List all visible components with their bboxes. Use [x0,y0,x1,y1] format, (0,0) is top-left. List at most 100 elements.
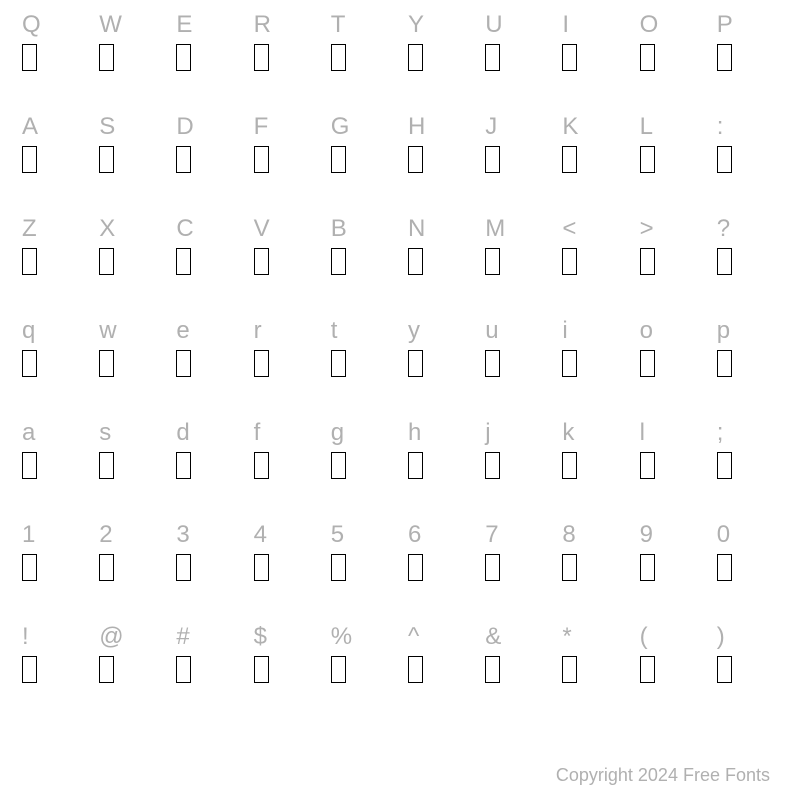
char-label: E [176,8,192,42]
missing-glyph-box [408,44,423,71]
missing-glyph-box [176,656,191,683]
char-label: R [254,8,271,42]
missing-glyph-box [562,248,577,275]
missing-glyph-box [408,452,423,479]
missing-glyph-box [22,350,37,377]
char-cell: q [14,314,91,416]
char-cell: w [91,314,168,416]
char-label: 9 [640,518,653,552]
char-label: G [331,110,350,144]
char-cell: a [14,416,91,518]
char-label: L [640,110,653,144]
char-label: 6 [408,518,421,552]
char-label: > [640,212,654,246]
missing-glyph-box [408,656,423,683]
char-label: W [99,8,122,42]
char-label: C [176,212,193,246]
char-cell: Q [14,8,91,110]
char-cell: Z [14,212,91,314]
missing-glyph-box [485,350,500,377]
char-label: H [408,110,425,144]
missing-glyph-box [331,452,346,479]
char-cell: < [554,212,631,314]
char-label: j [485,416,490,450]
char-label: w [99,314,116,348]
char-label: e [176,314,189,348]
char-cell: R [246,8,323,110]
char-label: 1 [22,518,35,552]
char-cell: ^ [400,620,477,722]
char-cell: 2 [91,518,168,620]
missing-glyph-box [717,248,732,275]
char-label: M [485,212,505,246]
missing-glyph-box [640,656,655,683]
char-label: u [485,314,498,348]
missing-glyph-box [22,44,37,71]
missing-glyph-box [254,350,269,377]
char-label: 7 [485,518,498,552]
char-label: * [562,620,571,654]
copyright-footer: Copyright 2024 Free Fonts [556,765,770,786]
missing-glyph-box [640,350,655,377]
char-cell: l [632,416,709,518]
char-label: J [485,110,497,144]
char-label: < [562,212,576,246]
char-label: l [640,416,645,450]
char-cell: 7 [477,518,554,620]
char-cell: 1 [14,518,91,620]
char-cell: 4 [246,518,323,620]
char-cell: M [477,212,554,314]
char-label: ? [717,212,730,246]
missing-glyph-box [331,44,346,71]
missing-glyph-box [562,554,577,581]
char-label: D [176,110,193,144]
missing-glyph-box [640,554,655,581]
char-cell: F [246,110,323,212]
char-label: 0 [717,518,730,552]
char-cell: 3 [168,518,245,620]
char-cell: % [323,620,400,722]
char-label: P [717,8,733,42]
char-cell: 9 [632,518,709,620]
char-label: Z [22,212,37,246]
char-label: p [717,314,730,348]
missing-glyph-box [562,44,577,71]
char-label: F [254,110,269,144]
char-cell: L [632,110,709,212]
char-cell: J [477,110,554,212]
char-cell: y [400,314,477,416]
char-cell: ; [709,416,786,518]
char-cell: & [477,620,554,722]
char-label: V [254,212,270,246]
char-label: 5 [331,518,344,552]
missing-glyph-box [331,350,346,377]
char-label: & [485,620,501,654]
char-cell: P [709,8,786,110]
char-cell: p [709,314,786,416]
char-label: 4 [254,518,267,552]
char-label: : [717,110,724,144]
missing-glyph-box [485,248,500,275]
char-label: K [562,110,578,144]
char-cell: # [168,620,245,722]
char-cell: : [709,110,786,212]
char-cell: B [323,212,400,314]
missing-glyph-box [562,350,577,377]
char-cell: s [91,416,168,518]
char-label: Y [408,8,424,42]
char-cell: A [14,110,91,212]
char-label: Q [22,8,41,42]
character-map-grid: QWERTYUIOPASDFGHJKL:ZXCVBNM<>?qwertyuiop… [0,0,800,722]
char-cell: 0 [709,518,786,620]
missing-glyph-box [717,554,732,581]
char-cell: ! [14,620,91,722]
char-label: q [22,314,35,348]
missing-glyph-box [331,146,346,173]
char-label: T [331,8,346,42]
char-cell: ( [632,620,709,722]
missing-glyph-box [640,248,655,275]
missing-glyph-box [176,452,191,479]
char-cell: 5 [323,518,400,620]
char-cell: C [168,212,245,314]
char-cell: f [246,416,323,518]
